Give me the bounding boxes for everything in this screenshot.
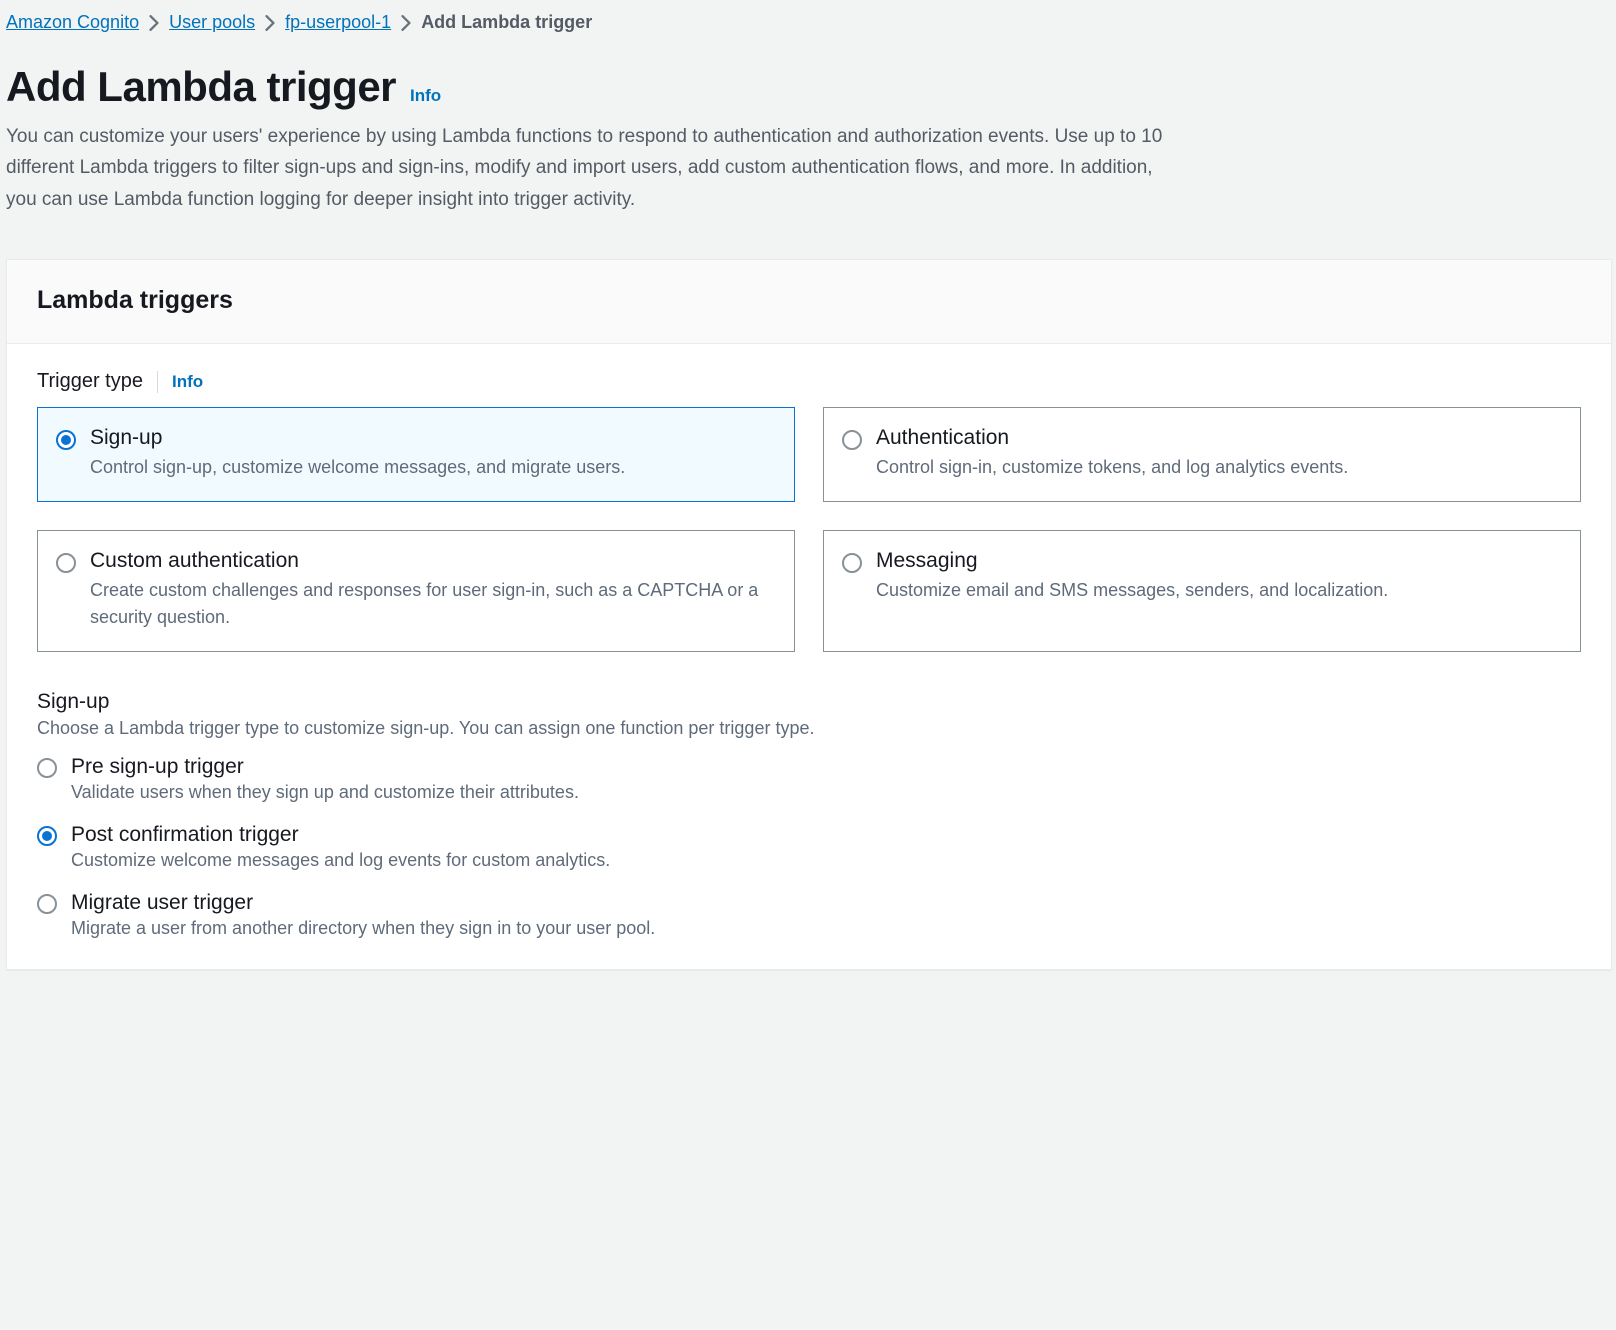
tile-desc: Create custom challenges and responses f… bbox=[90, 577, 774, 631]
option-title: Migrate user trigger bbox=[71, 891, 655, 915]
option-desc: Customize welcome messages and log event… bbox=[71, 850, 610, 871]
sign-up-trigger-options: Pre sign-up trigger Validate users when … bbox=[37, 755, 1581, 939]
tile-desc: Control sign-up, customize welcome messa… bbox=[90, 454, 625, 481]
tile-title: Custom authentication bbox=[90, 549, 774, 573]
breadcrumb-current: Add Lambda trigger bbox=[421, 12, 592, 33]
page-header: Add Lambda trigger Info You can customiz… bbox=[6, 39, 1612, 225]
info-link-trigger-type[interactable]: Info bbox=[172, 372, 203, 392]
subsection-desc: Choose a Lambda trigger type to customiz… bbox=[37, 718, 1581, 739]
info-link-header[interactable]: Info bbox=[410, 86, 441, 106]
panel-header: Lambda triggers bbox=[7, 260, 1611, 344]
sign-up-subsection: Sign-up Choose a Lambda trigger type to … bbox=[37, 690, 1581, 939]
chevron-right-icon bbox=[401, 15, 411, 31]
tile-authentication[interactable]: Authentication Control sign-in, customiz… bbox=[823, 407, 1581, 502]
radio-icon bbox=[842, 553, 862, 573]
option-pre-sign-up[interactable]: Pre sign-up trigger Validate users when … bbox=[37, 755, 1581, 803]
option-migrate-user[interactable]: Migrate user trigger Migrate a user from… bbox=[37, 891, 1581, 939]
option-title: Post confirmation trigger bbox=[71, 823, 610, 847]
tile-desc: Customize email and SMS messages, sender… bbox=[876, 577, 1388, 604]
option-title: Pre sign-up trigger bbox=[71, 755, 579, 779]
option-desc: Migrate a user from another directory wh… bbox=[71, 918, 655, 939]
panel-title: Lambda triggers bbox=[37, 286, 1581, 315]
radio-icon bbox=[842, 430, 862, 450]
tile-sign-up[interactable]: Sign-up Control sign-up, customize welco… bbox=[37, 407, 795, 502]
trigger-type-label: Trigger type bbox=[37, 370, 143, 393]
chevron-right-icon bbox=[265, 15, 275, 31]
subsection-title: Sign-up bbox=[37, 690, 1581, 714]
panel-body: Trigger type Info Sign-up Control sign-u… bbox=[7, 344, 1611, 969]
radio-icon bbox=[37, 894, 57, 914]
option-desc: Validate users when they sign up and cus… bbox=[71, 782, 579, 803]
radio-icon bbox=[56, 430, 76, 450]
breadcrumb: Amazon Cognito User pools fp-userpool-1 … bbox=[6, 8, 1612, 39]
page-title: Add Lambda trigger bbox=[6, 63, 396, 111]
divider bbox=[157, 371, 158, 393]
tile-title: Sign-up bbox=[90, 426, 625, 450]
tile-title: Authentication bbox=[876, 426, 1348, 450]
trigger-type-tiles: Sign-up Control sign-up, customize welco… bbox=[37, 407, 1581, 652]
chevron-right-icon bbox=[149, 15, 159, 31]
page-description: You can customize your users' experience… bbox=[6, 121, 1186, 215]
option-post-confirmation[interactable]: Post confirmation trigger Customize welc… bbox=[37, 823, 1581, 871]
radio-icon bbox=[56, 553, 76, 573]
lambda-triggers-panel: Lambda triggers Trigger type Info Sign-u… bbox=[6, 259, 1612, 970]
tile-title: Messaging bbox=[876, 549, 1388, 573]
tile-custom-authentication[interactable]: Custom authentication Create custom chal… bbox=[37, 530, 795, 652]
tile-messaging[interactable]: Messaging Customize email and SMS messag… bbox=[823, 530, 1581, 652]
breadcrumb-link-cognito[interactable]: Amazon Cognito bbox=[6, 12, 139, 33]
radio-icon bbox=[37, 758, 57, 778]
breadcrumb-link-pool[interactable]: fp-userpool-1 bbox=[285, 12, 391, 33]
radio-icon bbox=[37, 826, 57, 846]
tile-desc: Control sign-in, customize tokens, and l… bbox=[876, 454, 1348, 481]
breadcrumb-link-user-pools[interactable]: User pools bbox=[169, 12, 255, 33]
